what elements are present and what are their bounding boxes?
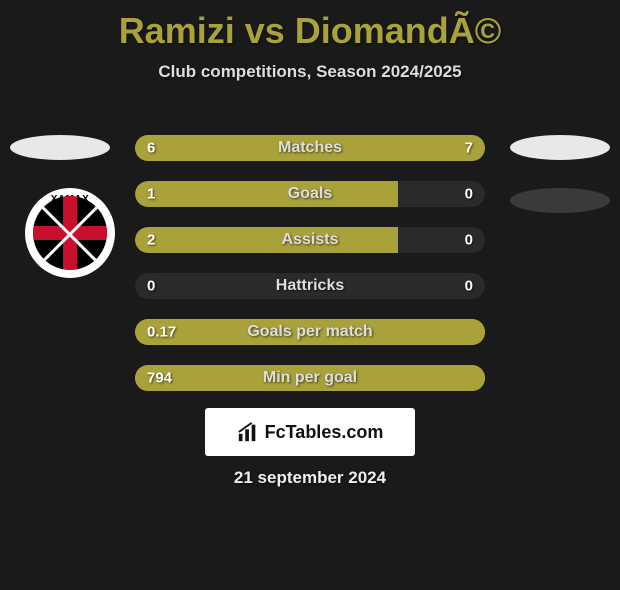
stat-value-right: 0 (465, 278, 473, 295)
stat-value-left: 1 (147, 186, 155, 203)
stat-bar: 0 Hattricks 0 (135, 273, 485, 299)
stat-label: Goals (288, 185, 332, 203)
stats-bars: 6 Matches 7 1 Goals 0 2 Assists 0 0 Hattricks 0 0.17… (135, 135, 485, 411)
stat-value-right: 0 (465, 186, 473, 203)
subtitle: Club competitions, Season 2024/2025 (0, 62, 620, 82)
stat-value-right: 7 (465, 140, 473, 157)
stat-label: Hattricks (276, 277, 344, 295)
badge-shield-icon (33, 196, 107, 270)
brand-logo[interactable]: FcTables.com (205, 408, 415, 456)
player-left-placeholder (10, 135, 110, 160)
stat-bar-fill (135, 181, 398, 207)
stat-bar: 0.17 Goals per match (135, 319, 485, 345)
stat-bar-fill (135, 227, 398, 253)
stat-value-left: 2 (147, 232, 155, 249)
stat-label: Assists (282, 231, 339, 249)
stat-bar: 794 Min per goal (135, 365, 485, 391)
player-right-placeholder (510, 135, 610, 160)
stat-value-left: 0.17 (147, 324, 176, 341)
stat-label: Goals per match (247, 323, 372, 341)
stat-bar: 6 Matches 7 (135, 135, 485, 161)
page-title: Ramizi vs DiomandÃ© (0, 10, 620, 52)
brand-name: FcTables.com (265, 422, 384, 443)
club-left-badge: XAMAX (25, 188, 115, 278)
stat-label: Matches (278, 139, 342, 157)
stat-value-left: 794 (147, 370, 172, 387)
stat-value-right: 0 (465, 232, 473, 249)
stat-value-left: 0 (147, 278, 155, 295)
club-right-placeholder (510, 188, 610, 213)
stat-label: Min per goal (263, 369, 357, 387)
stat-value-left: 6 (147, 140, 155, 157)
stat-bar: 2 Assists 0 (135, 227, 485, 253)
stat-bar-fill (135, 135, 296, 161)
chart-icon (237, 421, 259, 443)
stat-bar: 1 Goals 0 (135, 181, 485, 207)
date-text: 21 september 2024 (234, 468, 386, 488)
